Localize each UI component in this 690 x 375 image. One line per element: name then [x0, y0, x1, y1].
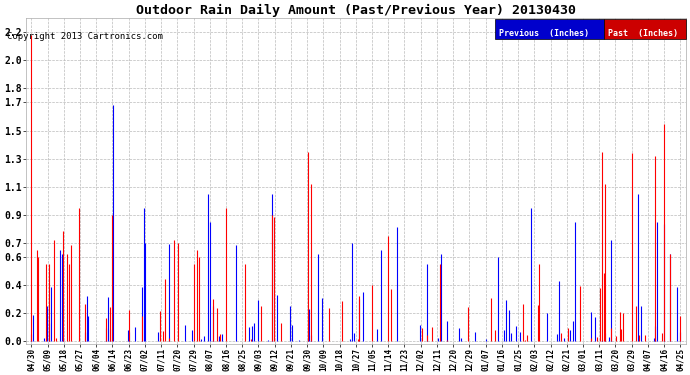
- Text: Previous  (Inches): Previous (Inches): [499, 28, 589, 38]
- Title: Outdoor Rain Daily Amount (Past/Previous Year) 20130430: Outdoor Rain Daily Amount (Past/Previous…: [136, 4, 576, 17]
- Text: Past  (Inches): Past (Inches): [608, 28, 678, 38]
- Text: Copyright 2013 Cartronics.com: Copyright 2013 Cartronics.com: [7, 32, 163, 41]
